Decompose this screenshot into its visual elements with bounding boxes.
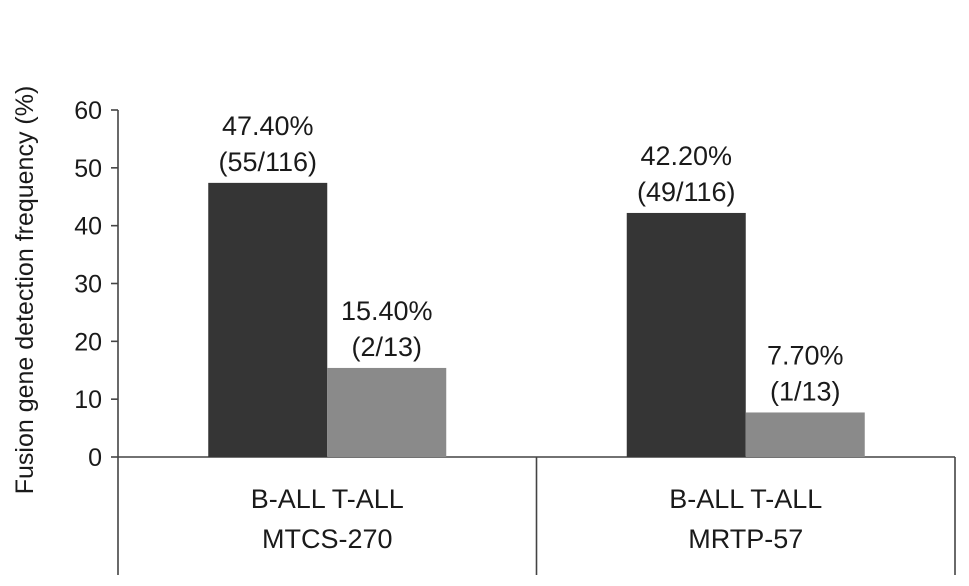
subcategory-label: B-ALL T-ALL	[251, 484, 404, 514]
data-label-percent: 47.40%	[222, 111, 314, 141]
y-axis-title: Fusion gene detection frequency (%)	[11, 86, 39, 495]
y-tick-label: 20	[74, 328, 102, 356]
y-axis-title-group: Fusion gene detection frequency (%)	[11, 86, 39, 495]
group-label: MTCS-270	[262, 524, 393, 554]
bar-b-all-mtcs-270	[208, 182, 328, 457]
y-ticks: 0 10 20 30 40 50 60	[74, 97, 118, 472]
data-label-percent: 7.70%	[767, 340, 844, 370]
data-label-percent: 15.40%	[341, 296, 433, 326]
y-tick-label: 50	[74, 155, 102, 183]
y-tick-label: 0	[88, 444, 102, 472]
bar-b-all-mrtp-57	[626, 212, 746, 457]
data-label-count: (55/116)	[218, 147, 317, 177]
subcategory-label: B-ALL T-ALL	[669, 484, 822, 514]
bars	[208, 182, 865, 457]
data-label-count: (1/13)	[770, 376, 841, 406]
data-labels: 47.40% (55/116) 15.40% (2/13) 42.20% (49/116)…	[218, 111, 843, 407]
data-label-percent: 42.20%	[640, 141, 732, 171]
y-tick-label: 60	[74, 97, 102, 125]
category-labels: B-ALL T-ALL MTCS-270 B-ALL T-ALL MRTP-57	[251, 484, 823, 554]
y-tick-label: 40	[74, 213, 102, 241]
y-tick-label: 10	[74, 386, 102, 414]
bar-t-all-mrtp-57	[745, 412, 865, 457]
bar-t-all-mtcs-270	[327, 367, 447, 457]
group-label: MRTP-57	[688, 524, 803, 554]
data-label-count: (49/116)	[637, 177, 736, 207]
data-label-count: (2/13)	[351, 332, 422, 362]
y-tick-label: 30	[74, 271, 102, 299]
